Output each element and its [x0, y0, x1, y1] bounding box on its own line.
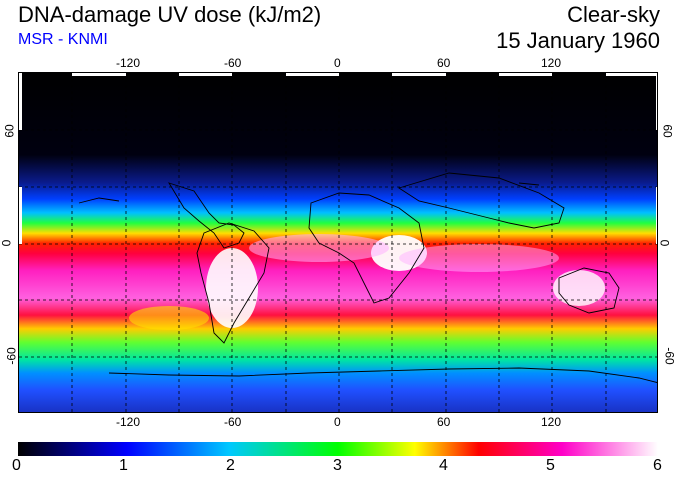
south-america-high-dose [206, 248, 258, 328]
sky-condition-label: Clear-sky [567, 2, 660, 27]
colorbar-label: 0 [12, 457, 21, 474]
coastlines [78, 172, 657, 383]
colorbar-label: 1 [119, 457, 128, 474]
map-canvas [19, 73, 657, 412]
uv-dose-map [18, 72, 658, 413]
lon-tick-bottom: 60 [437, 415, 451, 429]
pacific-yellow-patch [129, 306, 209, 330]
frame-ticks [19, 73, 657, 244]
color-scale-bar [18, 442, 658, 456]
australia-high-dose [553, 270, 605, 306]
lon-tick-bottom: -120 [116, 415, 141, 429]
data-source-label: MSR - KNMI [18, 31, 108, 48]
lon-tick-bottom: 0 [334, 415, 341, 429]
tropical-high-band-east [399, 244, 559, 272]
lon-tick-top: 120 [541, 56, 562, 70]
colorbar-label: 5 [546, 457, 555, 474]
graticule [19, 73, 657, 412]
colorbar-label: 4 [439, 457, 448, 474]
lat-tick-left: 60 [2, 124, 17, 138]
lon-tick-top: 60 [437, 56, 451, 70]
colorbar-label: 3 [333, 457, 342, 474]
lon-tick-top: -120 [116, 56, 141, 70]
lat-tick-right: -60 [662, 347, 677, 365]
date-label: 15 January 1960 [496, 28, 660, 53]
tropical-high-band [249, 234, 389, 262]
lat-tick-right: 60 [660, 124, 675, 138]
map-title: DNA-damage UV dose (kJ/m2) [18, 2, 322, 27]
lat-tick-left: 0 [0, 239, 14, 247]
lon-tick-top: -60 [224, 56, 242, 70]
colorbar-label: 2 [226, 457, 235, 474]
lon-tick-bottom: -60 [224, 415, 242, 429]
lat-tick-left: -60 [4, 347, 19, 365]
lon-tick-bottom: 120 [541, 415, 562, 429]
lon-tick-top: 0 [334, 56, 341, 70]
colorbar-label: 6 [653, 457, 662, 474]
lat-tick-right: 0 [657, 239, 672, 247]
